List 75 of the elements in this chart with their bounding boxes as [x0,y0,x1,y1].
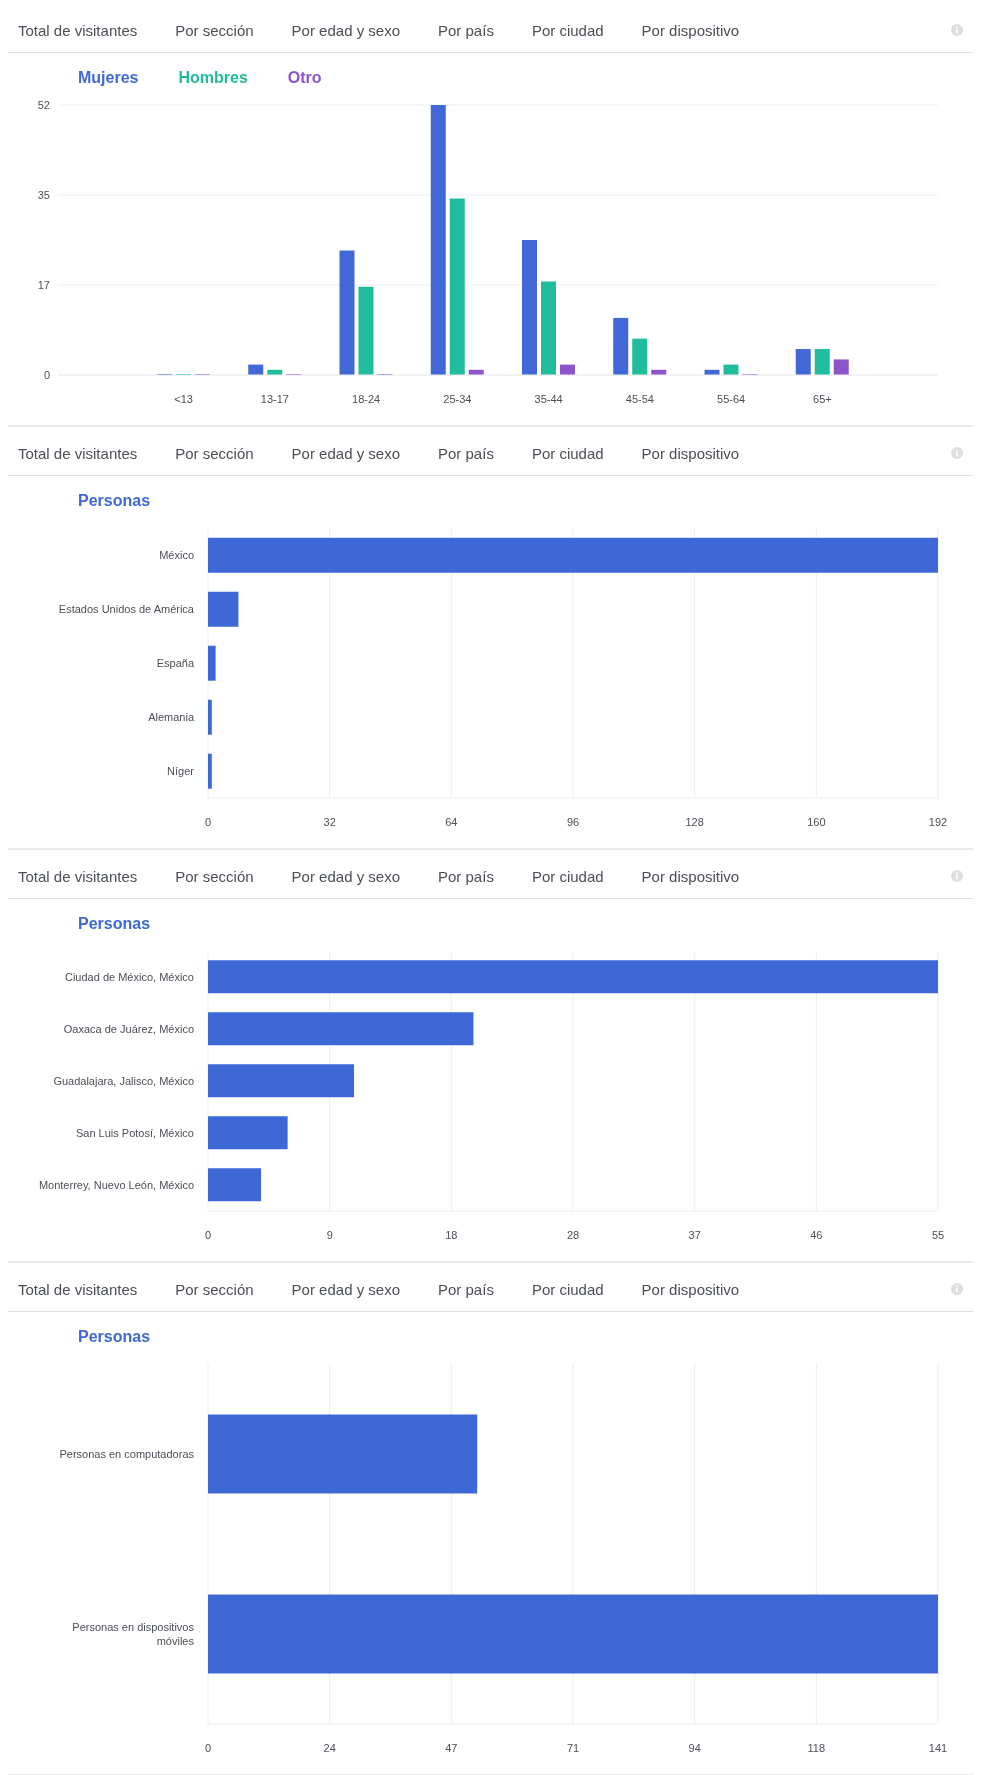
text: Personas [78,915,151,933]
y-tick-label: 17 [37,278,50,291]
x-tick-label: 18-24 [352,392,381,405]
text: Total de visitantes [18,444,138,462]
x-tick-label: 45-54 [625,392,654,405]
text: Otro [287,69,322,87]
x-tick-label: 46 [810,1228,823,1241]
text: Por edad y sexo [291,1280,401,1298]
x-tick-label: 35-44 [534,392,563,405]
x-tick-label: 0 [204,1228,212,1241]
y-tick-label: Monterrey, Nuevo León, México [38,1179,194,1191]
x-tick-label: 160 [807,815,826,828]
x-tick-label: 71 [566,1741,580,1754]
x-tick-label: 118 [807,1741,826,1754]
y-tick-label: Ciudad de México, México [64,971,194,983]
y-tick-label: 0 [43,368,50,381]
x-tick-label: 0 [204,815,212,828]
text: Por sección [175,21,254,39]
x-tick-label: 28 [566,1228,580,1241]
text: Mujeres [78,69,139,87]
y-tick-label: Personas en dispositivos móviles [72,1621,195,1647]
y-tick-label: España [156,657,195,669]
y-tick-label: San Luis Potosí, México [75,1127,194,1139]
x-tick-label: 128 [685,815,704,828]
x-tick-label: 0 [204,1741,212,1754]
text: Personas [78,492,151,510]
text: Por edad y sexo [291,867,401,885]
y-tick-label: 52 [37,98,50,111]
text: Total de visitantes [18,1280,138,1298]
x-tick-label: 9 [326,1228,333,1241]
x-tick-label: 65+ [813,392,832,405]
x-tick-label: 25-34 [443,392,472,405]
y-tick-label: México [159,549,194,561]
text: Personas [78,1328,151,1346]
text: Total de visitantes [18,21,138,39]
x-tick-label: 55-64 [717,392,746,405]
x-tick-label: <13 [174,392,193,405]
y-tick-label: Níger [167,765,195,777]
x-tick-label: 37 [688,1228,701,1241]
x-tick-label: 96 [566,815,580,828]
x-tick-label: 47 [445,1741,458,1754]
x-tick-label: 94 [688,1741,701,1754]
text: Por edad y sexo [291,21,401,39]
x-tick-label: 18 [445,1228,458,1241]
text: Por dispositivo [641,1280,740,1298]
text: Por dispositivo [641,867,740,885]
text: Por edad y sexo [291,444,401,462]
y-tick-label: Oaxaca de Juárez, México [63,1023,194,1035]
text: Total de visitantes [18,867,138,885]
text: Por sección [175,1280,254,1298]
text: Por ciudad [531,444,604,462]
y-tick-label: Alemania [148,711,195,723]
text: Por ciudad [531,867,604,885]
text: Por ciudad [531,1280,604,1298]
x-tick-label: 141 [928,1741,948,1754]
text: Por país [438,1280,494,1298]
x-tick-label: 24 [323,1741,336,1754]
text: Por ciudad [531,21,604,39]
x-tick-label: 64 [445,815,458,828]
text: Por sección [175,867,254,885]
x-tick-label: 55 [931,1228,945,1241]
text: Por dispositivo [641,444,740,462]
text: Por sección [175,444,254,462]
y-tick-label: Estados Unidos de América [58,603,195,615]
text: Por país [438,867,494,885]
text: Por país [438,444,494,462]
text: Por dispositivo [641,21,740,39]
y-tick-label: Guadalajara, Jalisco, México [53,1075,194,1087]
text: Por país [438,21,494,39]
x-tick-label: 13-17 [260,392,289,405]
x-tick-label: 32 [323,815,336,828]
y-tick-label: 35 [37,188,50,201]
x-tick-label: 192 [928,815,948,828]
text: Hombres [178,69,248,87]
y-tick-label: Personas en computadoras [59,1448,195,1460]
